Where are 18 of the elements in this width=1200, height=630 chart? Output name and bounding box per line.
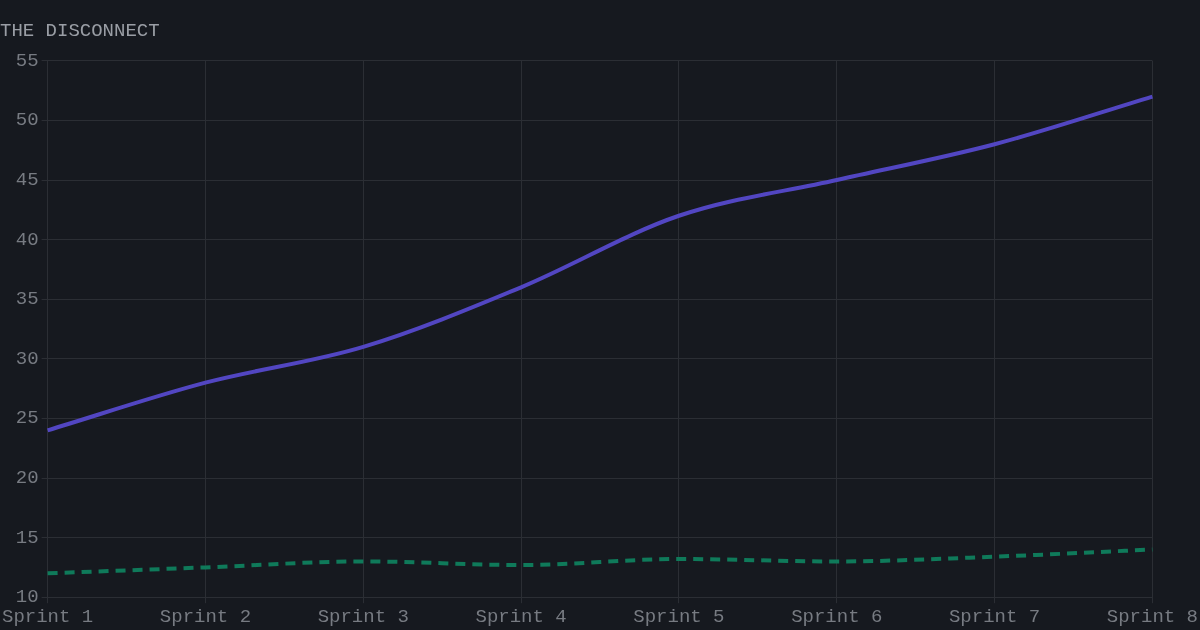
line-series	[45, 94, 1155, 433]
y-tick-label: 40	[15, 228, 39, 251]
x-tick-label: Sprint 5	[633, 605, 725, 628]
x-tick-label: Sprint 7	[948, 605, 1041, 628]
y-tick-label: 55	[15, 49, 39, 72]
x-tick-label: Sprint 6	[791, 605, 883, 628]
y-tick-label: 20	[15, 467, 39, 490]
x-tick-label: Sprint 2	[159, 605, 252, 628]
chart-title: THE DISCONNECT	[0, 20, 160, 43]
y-tick-label: 15	[15, 526, 39, 549]
x-tick-label: Sprint 8	[1106, 605, 1198, 628]
y-tick-label: 30	[15, 347, 39, 370]
y-tick-label: 50	[15, 109, 39, 132]
x-tick-label: Sprint 3	[317, 605, 409, 628]
y-tick-label: 35	[15, 288, 39, 311]
y-tick-label: 45	[15, 169, 39, 192]
y-tick-label: 25	[15, 407, 39, 430]
x-tick-label: Sprint 4	[475, 605, 567, 628]
